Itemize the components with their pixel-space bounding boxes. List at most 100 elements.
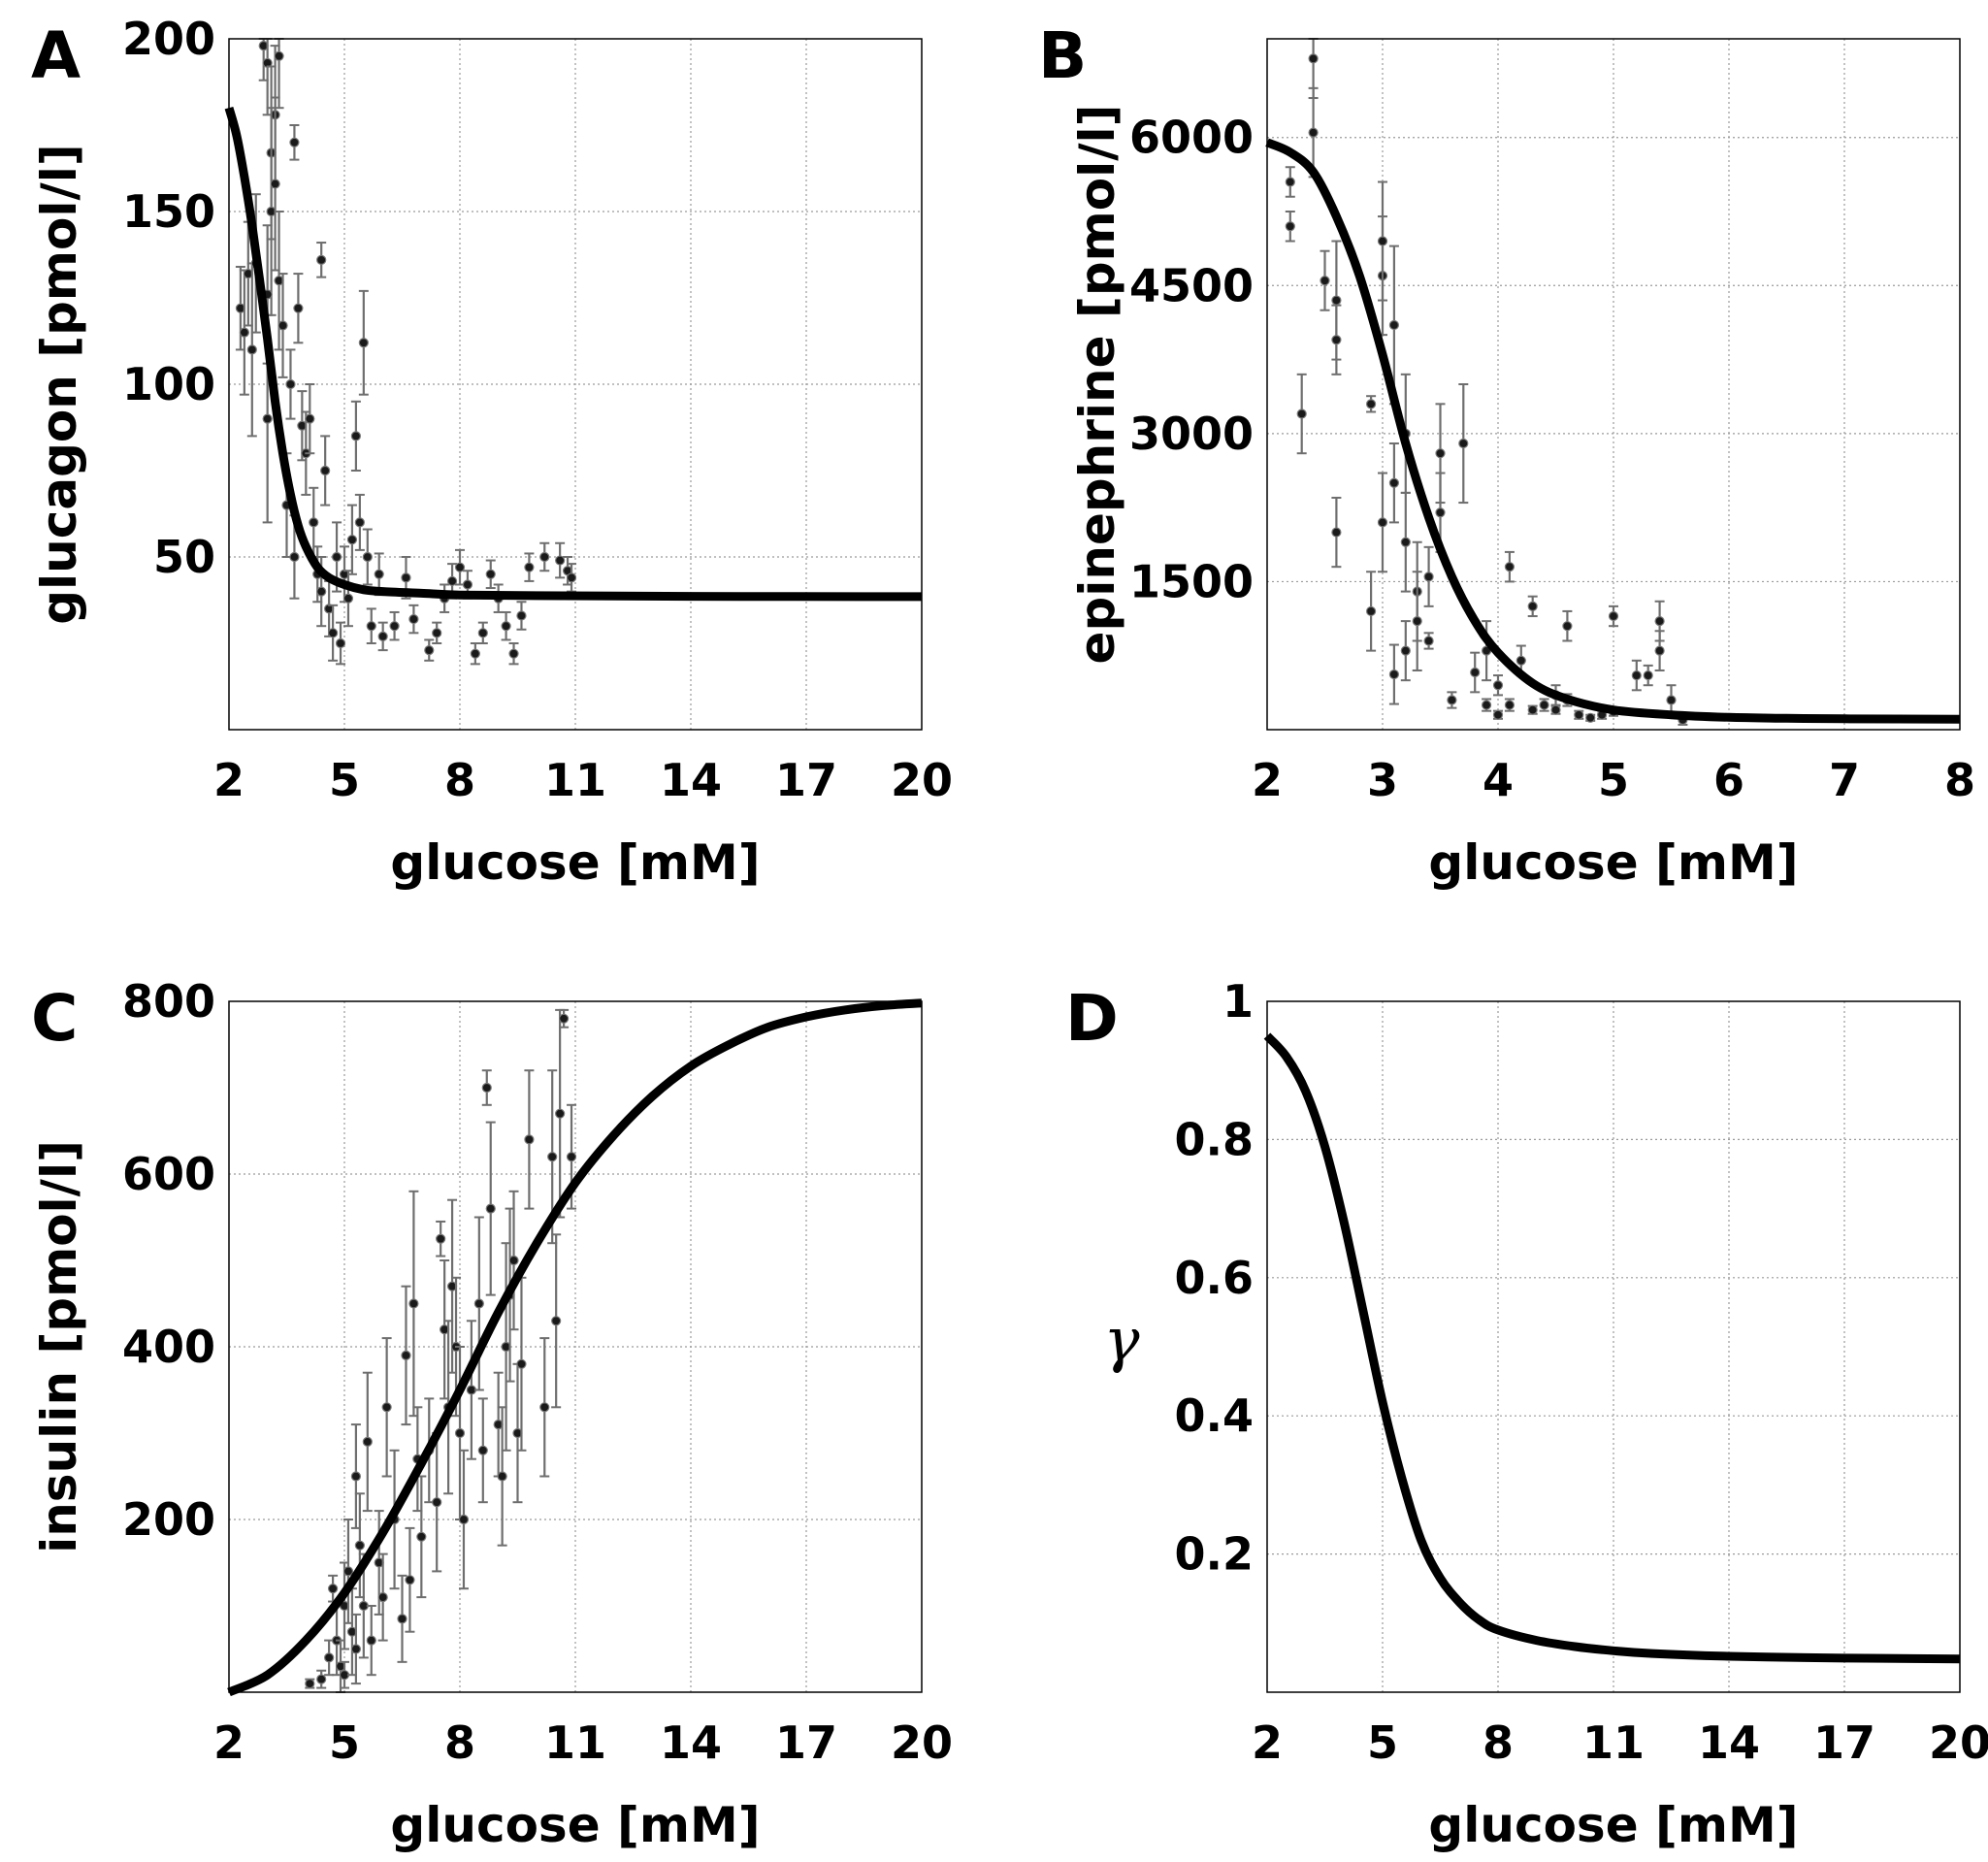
fitted-curve-b [1265,138,1961,724]
data-point-a-40 [366,621,376,632]
data-point-b-0 [1285,177,1295,187]
data-point-b-31 [1492,680,1504,691]
data-point-b-46 [1608,610,1619,622]
data-point-c-12 [354,1540,365,1551]
panel-label-b: B [1038,18,1087,93]
x-tick-label-b-4: 6 [1713,754,1744,806]
x-tick-label-d-1: 5 [1367,1716,1398,1769]
data-point-b-34 [1504,700,1515,710]
data-point-b-37 [1527,704,1538,715]
y-tick-label-d-4: 1 [1222,975,1254,1028]
data-point-b-52 [1666,695,1677,705]
data-point-a-14 [277,320,288,331]
data-point-b-13 [1388,319,1400,331]
x-axis-label-d: glucose [mM] [1428,1797,1798,1853]
x-tick-label-b-2: 4 [1483,754,1514,806]
data-point-c-27 [432,1497,442,1508]
x-tick-label-c-2: 8 [444,1716,475,1769]
plot-frame-a [228,38,923,731]
data-point-a-37 [354,517,365,528]
data-points-a [235,38,577,666]
grid-d [1267,1001,1960,1692]
data-point-a-23 [305,413,315,424]
x-tick-label-b-5: 7 [1829,754,1860,806]
x-tick-label-d-6: 20 [1929,1716,1988,1769]
data-point-b-23 [1423,636,1434,646]
data-point-c-51 [555,1108,566,1119]
data-point-c-28 [436,1233,446,1244]
data-point-c-8 [342,1566,354,1577]
plot-frame-b [1266,38,1961,731]
data-point-b-21 [1412,616,1422,627]
data-point-a-27 [320,465,331,476]
data-point-c-20 [397,1614,407,1624]
data-point-c-49 [547,1152,558,1162]
data-point-b-12 [1377,236,1388,246]
data-point-b-35 [1515,655,1526,666]
y-tick-label-d-2: 0.6 [1175,1252,1255,1304]
data-point-a-53 [477,628,488,638]
x-tick-label-a-6: 20 [891,754,953,806]
data-point-b-51 [1654,616,1665,627]
y-tick-labels-c: 200 400 600 800 [122,975,215,1546]
data-point-a-36 [350,431,361,441]
plot-frame-c [228,1000,923,1693]
x-axis-label-a: glucose [mM] [390,834,760,891]
grid-a [229,39,922,730]
data-point-a-1 [239,327,249,338]
data-points-b [1285,38,1688,726]
x-tick-label-a-4: 14 [660,754,722,806]
data-point-a-49 [446,575,458,587]
data-point-c-47 [524,1134,535,1145]
fitted-curve-c [227,998,923,1697]
data-point-b-28 [1470,667,1481,678]
y-axis-label-a: glucagon [pmol/l] [31,144,87,625]
data-point-b-27 [1458,438,1469,449]
data-point-a-12 [270,179,280,189]
x-tick-label-b-1: 3 [1367,754,1398,806]
x-tick-labels-b: 2 3 4 5 6 7 8 [1252,754,1975,806]
data-point-a-15 [262,413,273,424]
x-tick-label-a-5: 17 [775,754,837,806]
data-point-b-36 [1527,601,1538,611]
data-point-a-34 [342,593,354,604]
data-point-a-52 [470,648,480,659]
y-tick-label-c-1: 400 [122,1321,215,1373]
data-point-a-17 [289,137,300,147]
data-point-a-57 [508,648,519,659]
data-point-b-2 [1296,408,1307,419]
data-point-c-48 [539,1402,550,1413]
data-point-a-43 [389,621,400,632]
data-point-a-24 [309,517,319,528]
y-tick-labels-d: 0.2 0.4 0.6 0.8 1 [1175,975,1255,1581]
y-tick-label-c-0: 200 [122,1493,215,1546]
x-tick-label-d-5: 17 [1813,1716,1875,1769]
x-tick-labels-c: 2 5 8 11 14 17 20 [213,1716,953,1769]
x-tick-label-d-2: 8 [1483,1716,1514,1769]
data-point-b-24 [1435,448,1446,459]
data-point-b-3 [1308,53,1319,64]
data-point-b-26 [1447,695,1457,705]
y-tick-label-b-0: 1500 [1129,555,1254,607]
x-axis-label-b: glucose [mM] [1428,834,1798,891]
data-point-a-18 [293,303,304,313]
data-point-c-33 [454,1427,466,1439]
y-tick-label-b-2: 4500 [1129,259,1254,311]
fitted-curve-a [224,106,923,602]
data-point-b-1 [1285,221,1295,232]
data-point-b-9 [1365,399,1377,409]
data-point-b-4 [1308,127,1319,138]
x-tick-label-c-6: 20 [891,1716,953,1769]
panel-label-d: D [1065,981,1119,1056]
data-point-c-44 [508,1255,519,1266]
data-point-b-5 [1320,276,1330,286]
data-point-a-35 [346,535,358,545]
data-point-a-16 [285,378,296,390]
data-point-a-46 [424,645,435,656]
y-tick-labels-a: 50 100 150 200 [122,13,215,583]
x-tick-label-d-3: 11 [1582,1716,1645,1769]
data-point-a-21 [289,551,300,563]
data-point-b-42 [1562,621,1573,632]
data-point-c-25 [416,1531,427,1542]
